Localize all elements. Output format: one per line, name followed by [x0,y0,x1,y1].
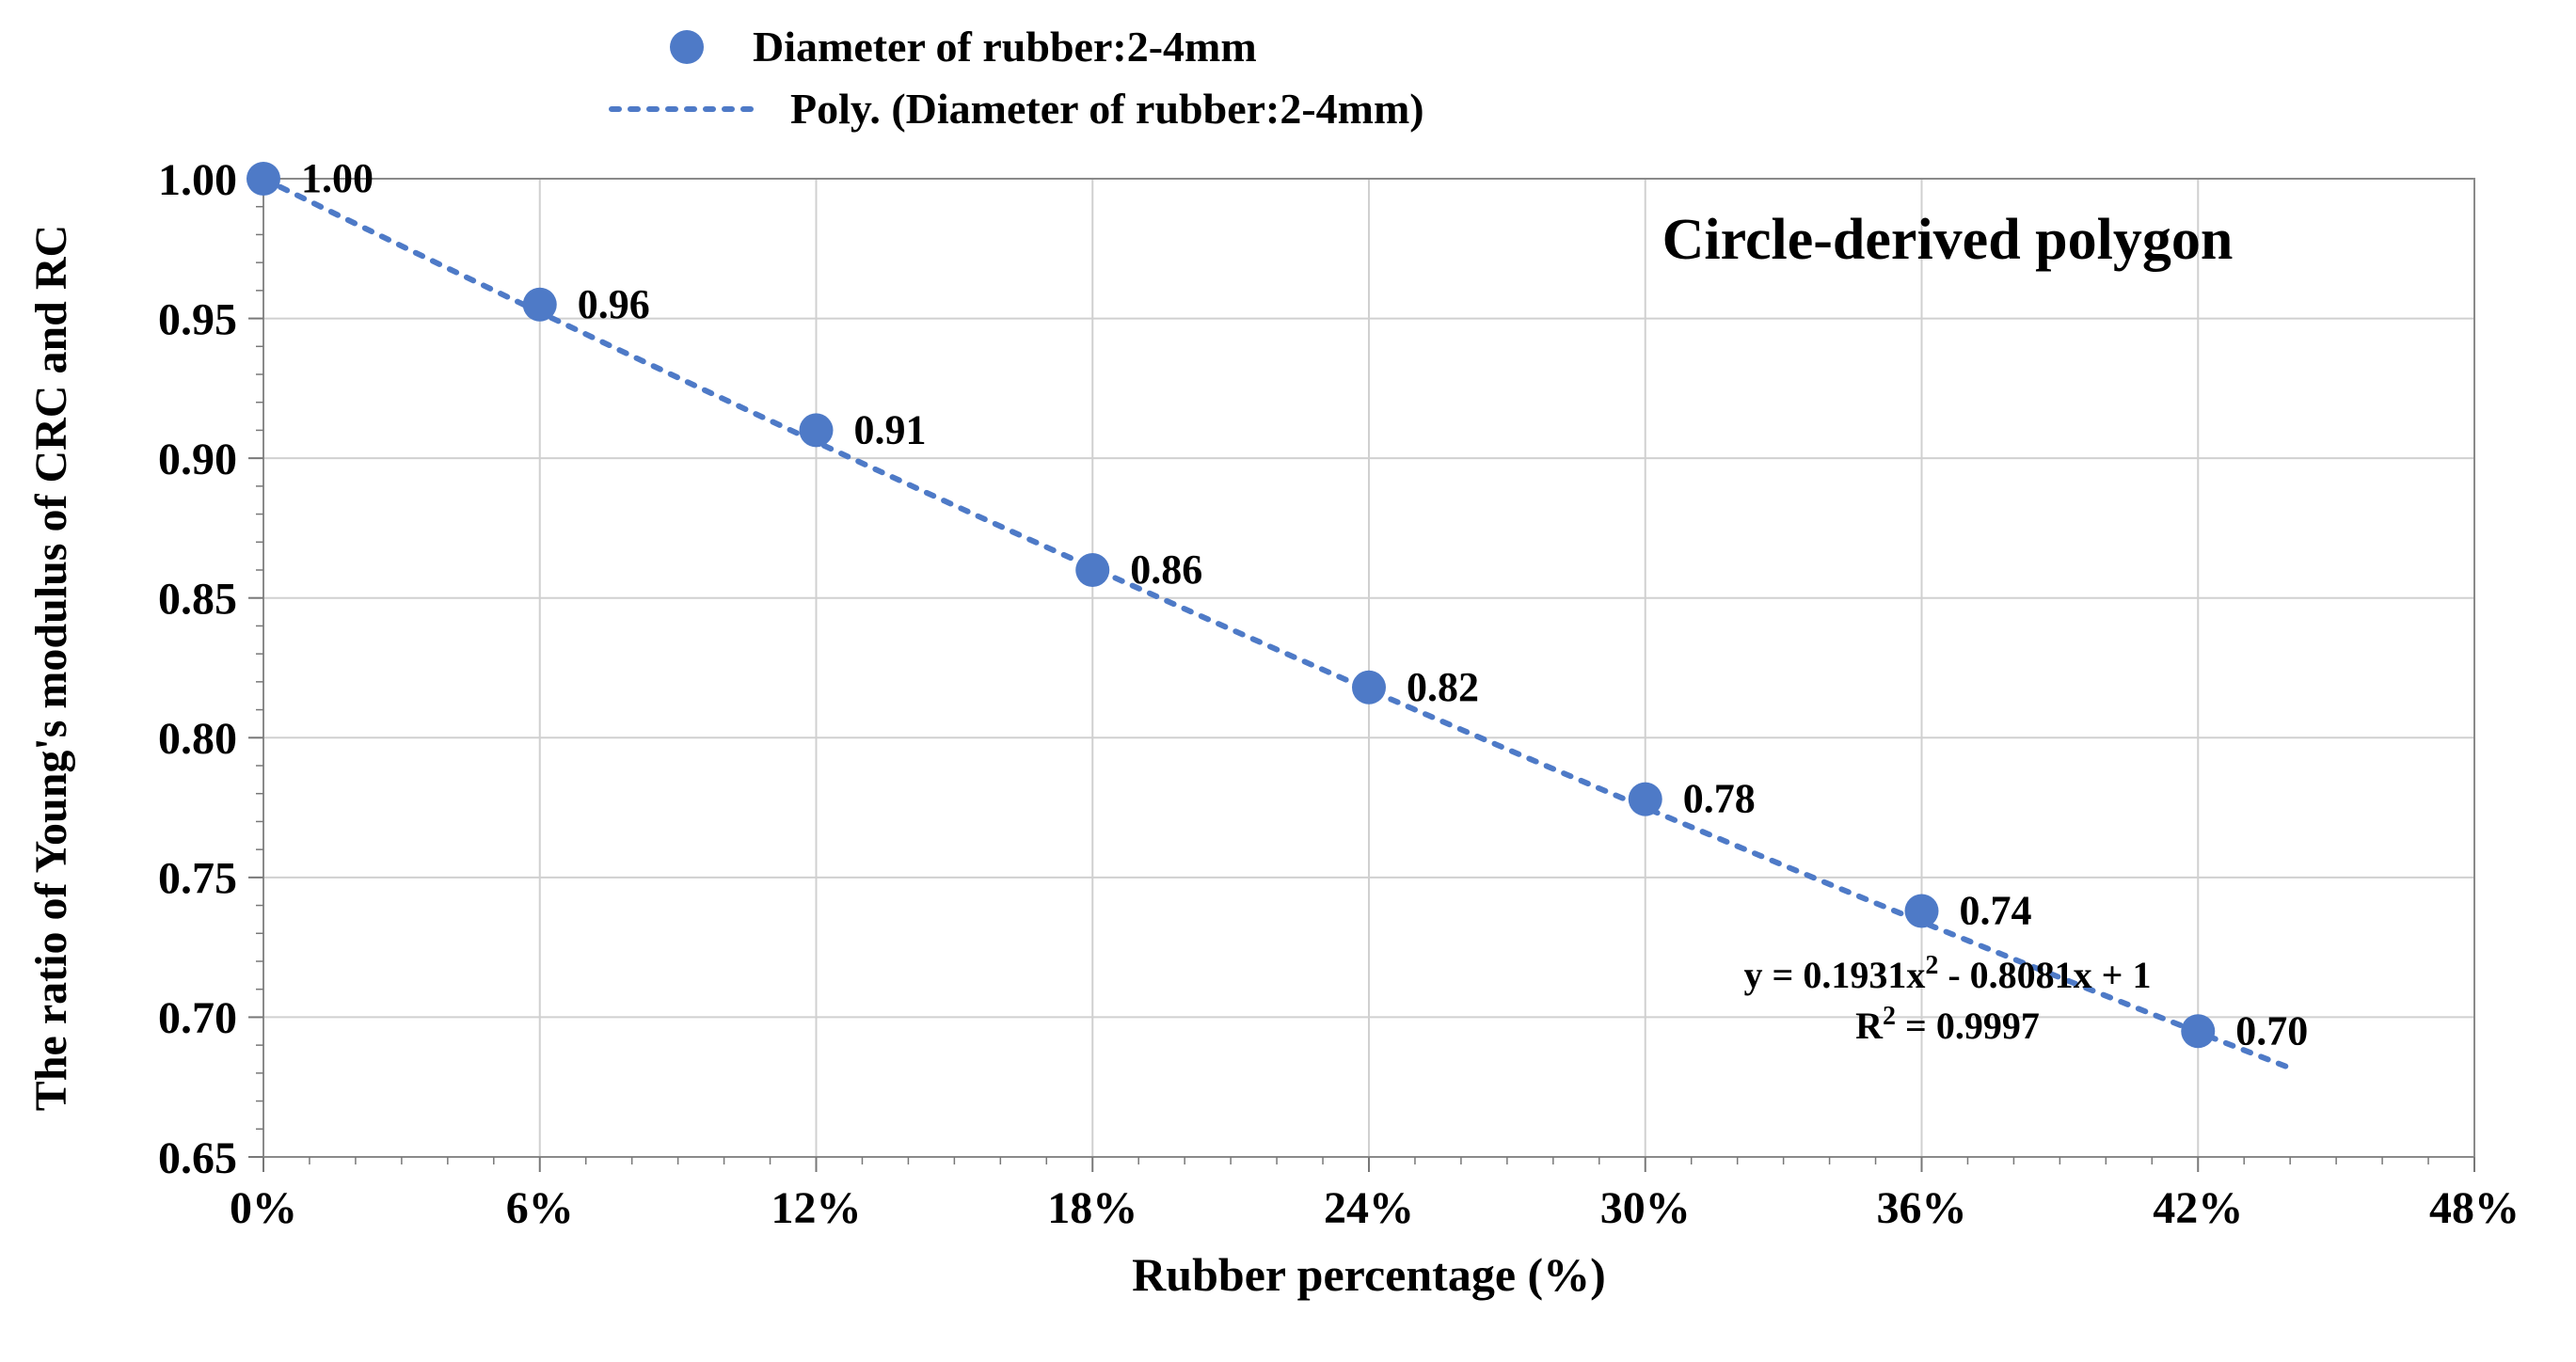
data-label: 0.96 [578,281,650,327]
chart-container: 0% 6% 12% 18% 24% 30% 36% 42% 48% 0.65 0.70 0.75 0.8… [0,0,2576,1362]
x-axis-title: Rubber percentage (%) [1132,1248,1606,1301]
data-marker [1352,671,1386,705]
data-label: 0.91 [854,407,927,453]
x-tick-label: 12% [771,1183,862,1233]
data-marker [800,413,834,447]
eq2-suffix: = 0.9997 [1896,1005,2040,1047]
legend-trendline-label: Poly. (Diameter of rubber:2-4mm) [790,85,1424,133]
eq2-sup: 2 [1883,1002,1896,1031]
x-tick-label: 24% [1324,1183,1414,1233]
x-tick-label: 30% [1600,1183,1691,1233]
y-tick-label: 0.85 [158,575,237,625]
y-axis-title: The ratio of Young's modulus of CRC and … [26,225,76,1111]
data-marker [1629,783,1662,816]
legend-marker-icon [670,30,704,64]
eq1-sup: 2 [1925,951,1938,980]
y-tick-label: 0.95 [158,294,237,344]
y-tick-label: 0.90 [158,435,237,484]
data-marker [246,162,280,196]
equation-line1: y = 0.1931x2 - 0.8081x + 1 [1744,951,2152,997]
x-tick-label: 18% [1047,1183,1137,1233]
x-tick-label: 36% [1877,1183,1967,1233]
data-marker [523,288,557,322]
data-marker [2181,1014,2215,1048]
x-tick-label: 42% [2153,1183,2243,1233]
eq2-prefix: R [1855,1005,1884,1047]
data-label: 0.82 [1407,664,1479,710]
eq1-suffix: - 0.8081x + 1 [1938,954,2151,996]
y-tick-label: 0.65 [158,1133,237,1183]
eq1-prefix: y = 0.1931x [1744,954,1926,996]
y-tick-label: 0.75 [158,854,237,904]
data-label: 1.00 [301,155,374,201]
data-label: 0.70 [2235,1007,2308,1053]
y-tick-label: 1.00 [158,155,237,205]
data-marker [1075,553,1109,587]
data-marker [1905,895,1939,928]
scatter-chart: 0% 6% 12% 18% 24% 30% 36% 42% 48% 0.65 0.70 0.75 0.8… [0,0,2576,1362]
x-tick-label: 6% [506,1183,574,1233]
y-tick-label: 0.70 [158,993,237,1043]
legend: Diameter of rubber:2-4mm Poly. (Diameter … [612,23,1424,133]
legend-series-label: Diameter of rubber:2-4mm [753,23,1257,71]
chart-title: Circle-derived polygon [1662,208,2234,272]
data-label: 0.78 [1683,776,1756,822]
data-label: 0.86 [1130,546,1202,593]
y-tick-label: 0.80 [158,714,237,764]
x-tick-label: 48% [2429,1183,2520,1233]
data-label: 0.74 [1960,888,2032,934]
x-tick-label: 0% [230,1183,297,1233]
